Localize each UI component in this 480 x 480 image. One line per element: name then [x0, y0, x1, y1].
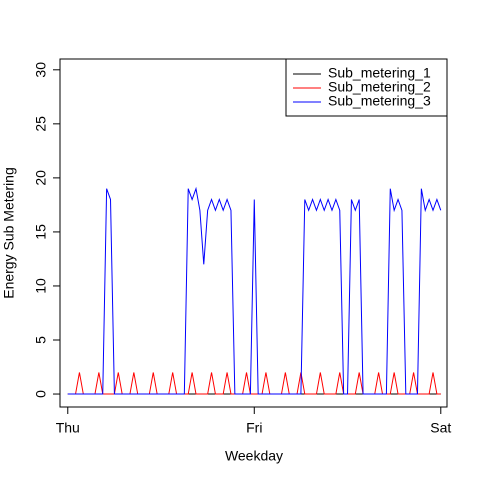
legend-label: Sub_metering_2: [328, 79, 431, 95]
series-line: [67, 186, 442, 395]
legend-label: Sub_metering_1: [328, 65, 431, 81]
x-tick-label: Thu: [56, 420, 80, 436]
y-tick-label: 5: [33, 336, 49, 344]
plot-frame: [59, 58, 448, 408]
x-tick-label: Fri: [246, 420, 262, 436]
y-tick-label: 10: [33, 278, 49, 294]
legend-label: Sub_metering_3: [328, 93, 431, 109]
y-tick-label: 0: [33, 390, 49, 398]
y-tick-label: 30: [33, 62, 49, 78]
y-tick-label: 20: [33, 170, 49, 186]
x-tick-label: Sat: [430, 420, 451, 436]
y-tick-label: 15: [33, 224, 49, 240]
y-axis-label: Energy Sub Metering: [1, 167, 17, 299]
y-tick-label: 25: [33, 116, 49, 132]
x-axis-label: Weekday: [225, 448, 283, 464]
